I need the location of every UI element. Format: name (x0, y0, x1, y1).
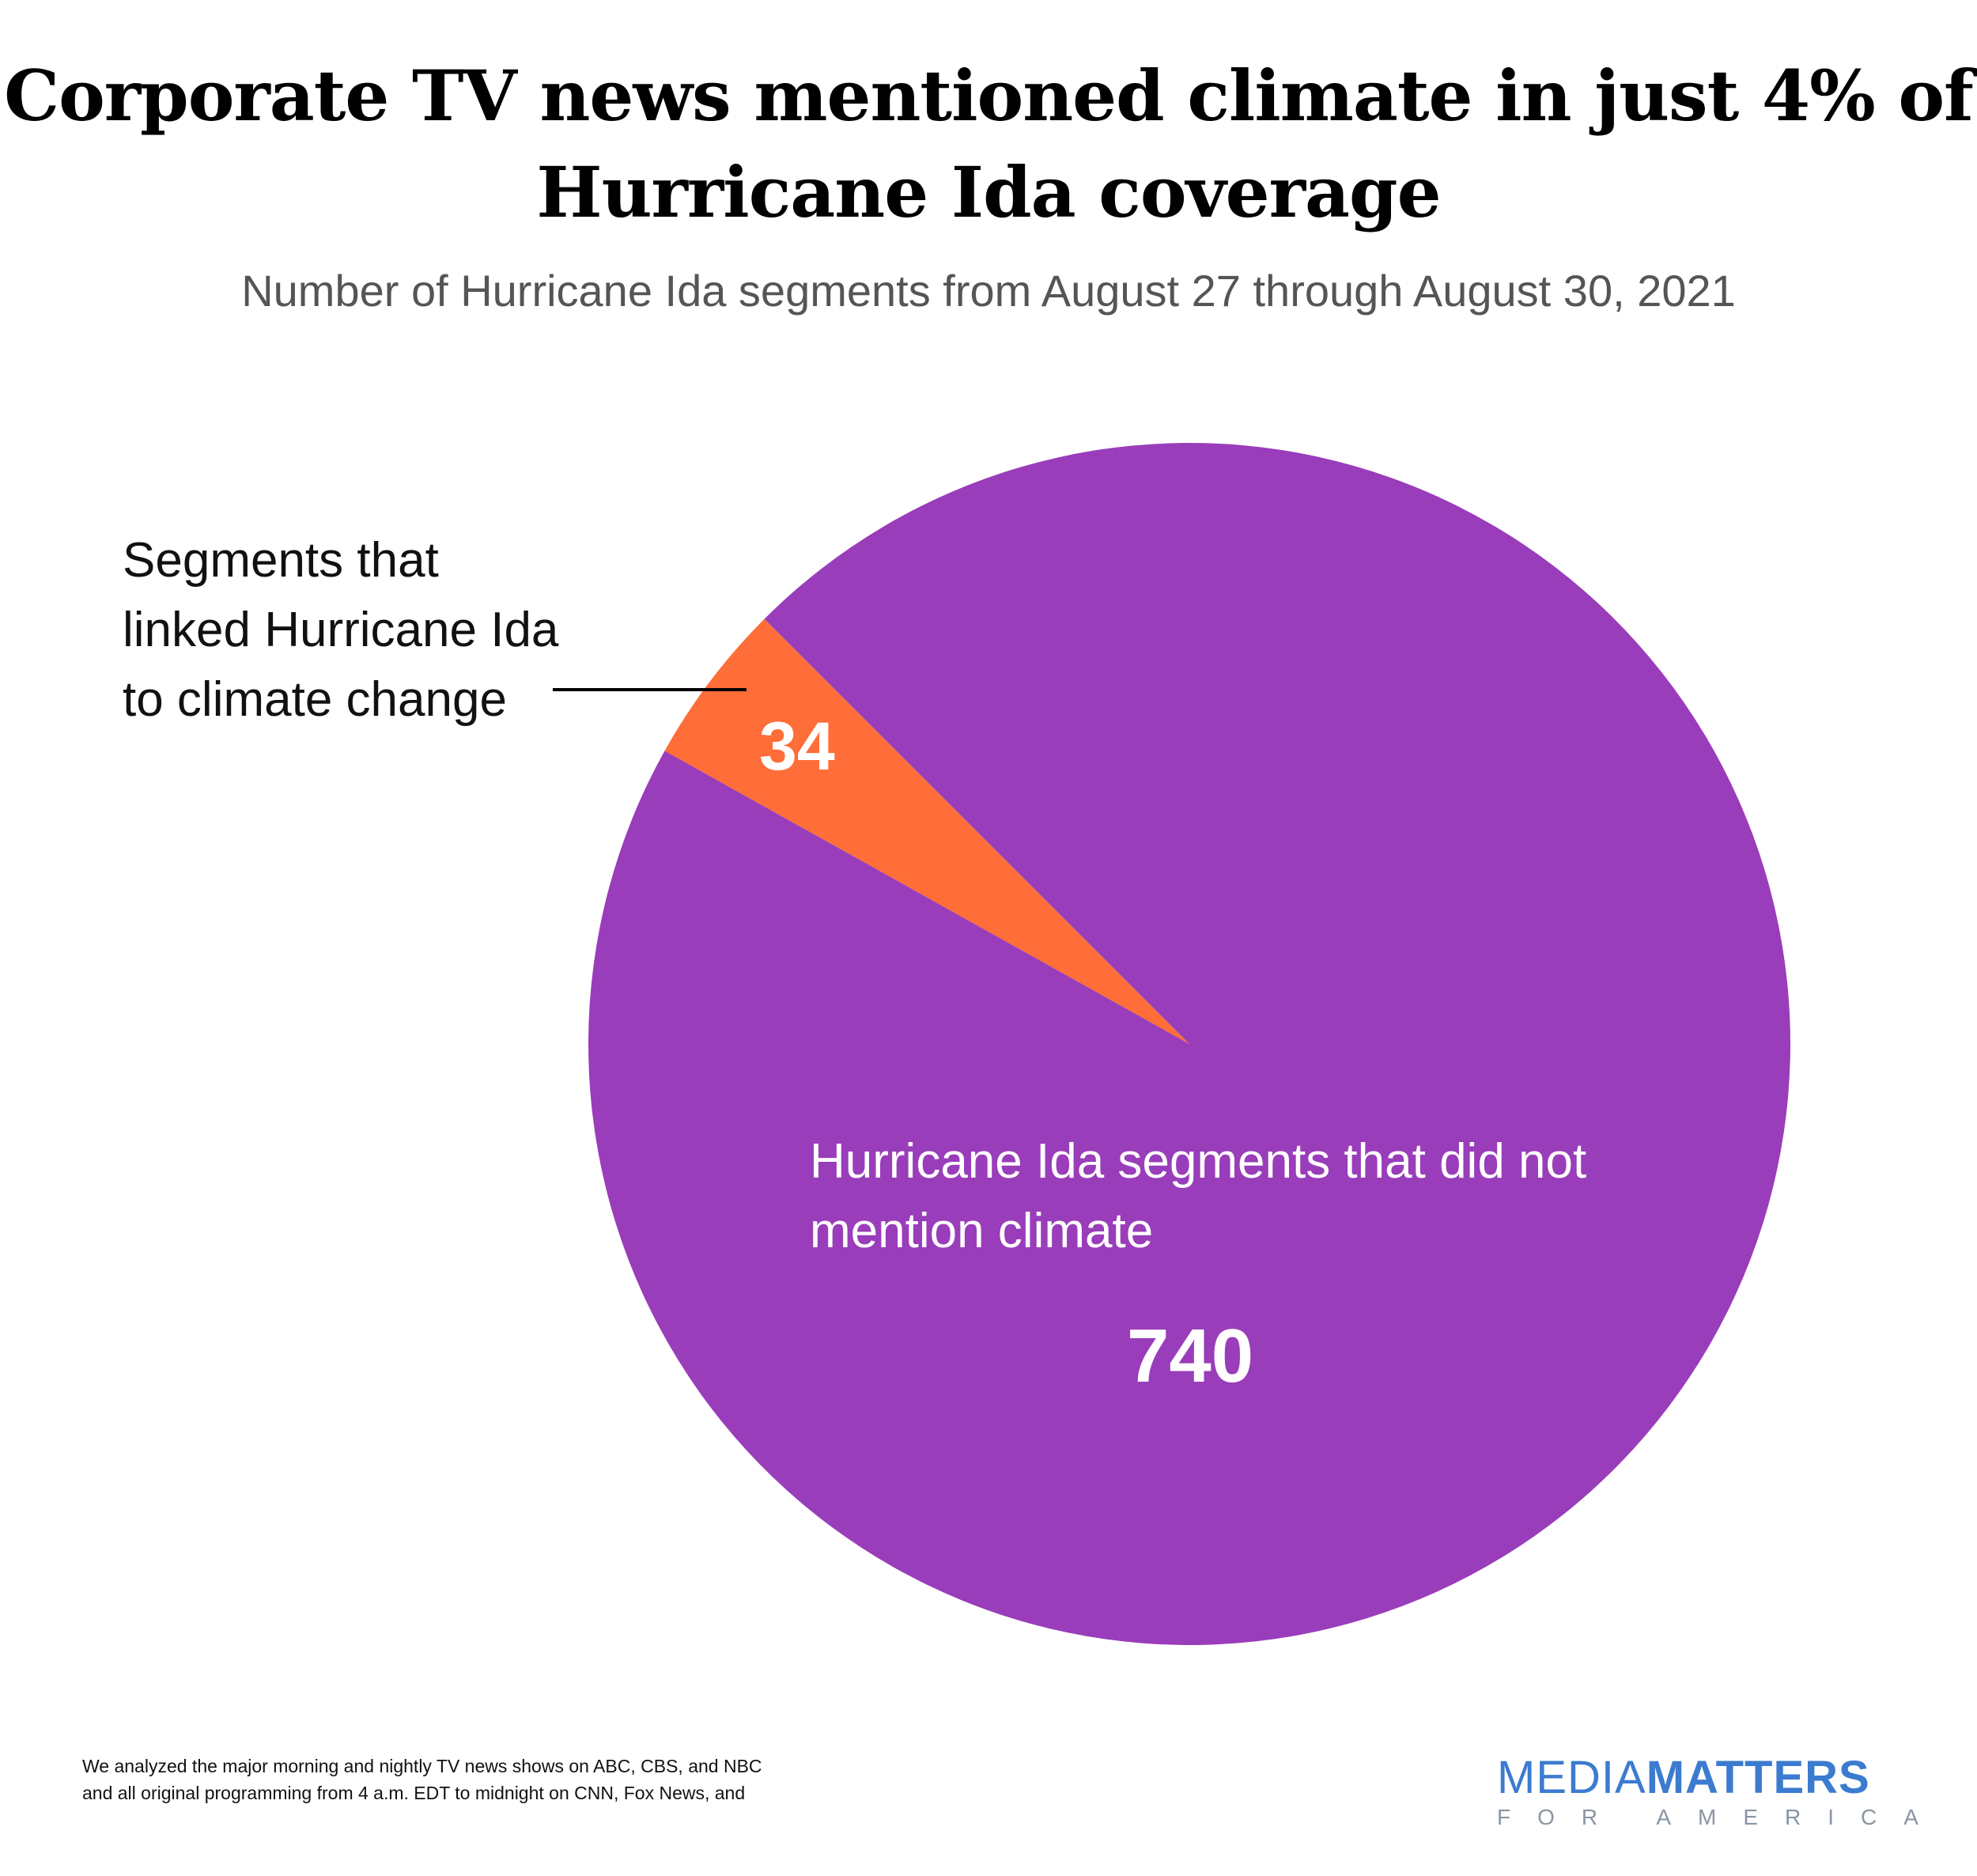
media-matters-logo: MEDIAMATTERS FOR AMERICA (1497, 1754, 1945, 1830)
chart-title: Corporate TV news mentioned climate in j… (4, 55, 1974, 233)
slice-label-climate: Segments that linked Hurricane Ida to cl… (123, 533, 559, 727)
value-label-740: 740 (1127, 1314, 1254, 1398)
logo-media: MEDIA (1497, 1752, 1646, 1803)
footnote: We analyzed the major morning and nightl… (82, 1753, 762, 1806)
pie-slice-0 (588, 442, 1791, 1645)
footnote-line-2: and all original programming from 4 a.m.… (82, 1783, 746, 1803)
value-label-34: 34 (759, 709, 835, 785)
chart-subtitle: Number of Hurricane Ida segments from Au… (241, 266, 1736, 316)
logo-for-america: FOR AMERICA (1497, 1805, 1945, 1829)
pie-slice-1 (664, 618, 1189, 1044)
logo-matters: MATTERS (1646, 1752, 1870, 1803)
slice-label-no-climate: Hurricane Ida segments that did not ment… (810, 1134, 1587, 1258)
footnote-line-1: We analyzed the major morning and nightl… (82, 1756, 762, 1776)
